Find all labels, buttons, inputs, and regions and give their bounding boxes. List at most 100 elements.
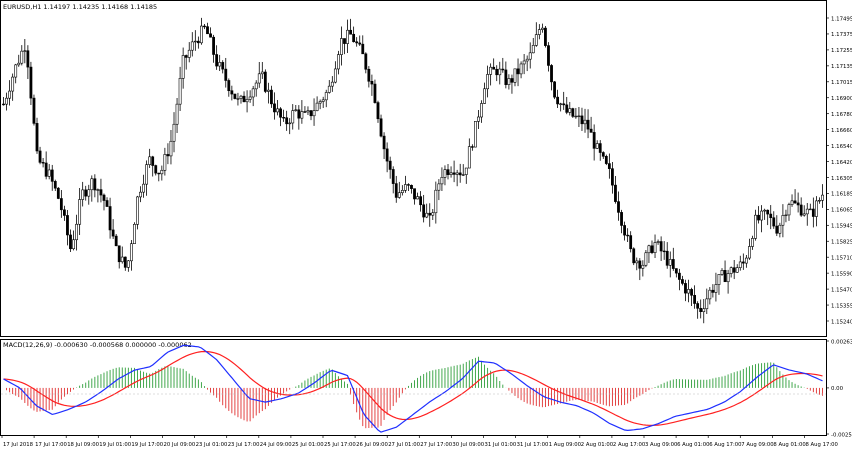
candle [531,37,535,54]
candle [455,169,459,187]
candle [681,275,684,286]
candle [59,190,63,218]
candle [607,153,611,179]
candle [410,184,413,194]
candle [586,109,590,139]
candle [154,164,158,176]
candle [382,132,386,160]
price-tick-label: 1.15355 [831,303,852,309]
candle [790,194,794,207]
candle [56,187,60,200]
candle [464,167,468,184]
candle [312,98,316,126]
candle [726,269,730,294]
candle [343,38,346,55]
candle [333,61,337,84]
candle [769,205,773,230]
candle [69,229,72,253]
candle [598,140,602,161]
candle [711,284,715,298]
candle [611,162,614,194]
candle [483,82,486,104]
candle [413,188,416,205]
price-tick-label: 1.17375 [831,32,852,38]
candle [595,140,599,150]
candle [474,121,477,148]
candle [574,107,578,119]
candle [254,80,258,97]
candle [163,147,167,176]
candle [796,192,800,213]
candle [203,23,206,30]
price-tick-label: 1.17255 [831,48,852,54]
candle [811,197,815,228]
candle [166,143,170,165]
candle [78,187,82,235]
candle [175,97,179,134]
candle [41,157,45,168]
price-tick-label: 1.15240 [831,319,852,325]
candle [440,167,444,192]
macd-axis: 0.002636 0.00 -0.00259 [826,339,852,438]
candle [315,96,319,112]
candle [693,285,697,309]
time-tick-label: 17 Jul 17:00 [35,442,67,448]
time-tick-label: 8 Aug 01:00 [773,442,806,448]
candle [44,151,48,180]
candle [699,299,703,319]
candle [391,166,395,194]
candle [230,85,234,101]
candle [209,27,212,38]
candle [123,256,127,271]
price-tick-label: 1.16540 [831,144,852,150]
candle [528,42,532,69]
candle [629,231,633,253]
candle [200,17,203,45]
candle [617,191,620,221]
candle [684,279,687,302]
candle [422,194,426,223]
time-tick-label: 25 Jul 17:00 [324,442,356,448]
candle [346,19,349,53]
candle [787,202,791,221]
candle [279,107,282,127]
candle [108,197,112,239]
price-axis: 1.17495 1.17375 1.17255 1.17135 1.17015 1.169… [826,16,852,325]
candle [352,26,356,43]
candle [114,233,118,247]
candle [760,205,763,233]
time-tick-label: 26 Jul 09:00 [356,442,388,448]
candle [766,209,770,226]
candle [99,178,103,203]
price-tick-label: 1.16185 [831,192,852,198]
candle [270,85,273,108]
candle [568,101,572,116]
candle [263,69,267,94]
candle [632,247,636,266]
candle [84,185,88,201]
time-tick-label: 3 Aug 09:00 [645,442,678,448]
candle [434,181,438,224]
candle [394,175,398,203]
candle [340,26,343,66]
candle [653,234,657,258]
candle [659,236,663,261]
candle [717,273,721,295]
candle [397,181,401,199]
candle [461,164,465,177]
macd-tick-label: 0.002636 [831,339,852,345]
candle [589,116,593,133]
price-tick-label: 1.15825 [831,240,852,246]
time-tick-label: 17 Jul 2018 [3,442,34,448]
candle [754,209,757,241]
candle [431,208,435,220]
candle [400,185,404,196]
candle [677,268,681,291]
price-tick-label: 1.17495 [831,16,852,22]
candle [428,203,432,227]
candle [547,42,550,72]
macd-histogram [6,356,823,429]
candle [507,74,511,90]
candle [553,80,556,100]
